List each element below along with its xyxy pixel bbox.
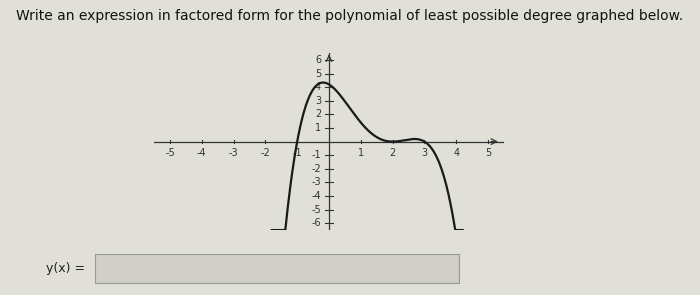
Text: -5: -5: [312, 205, 321, 215]
Text: Write an expression in factored form for the polynomial of least possible degree: Write an expression in factored form for…: [16, 9, 684, 23]
Text: 2: 2: [315, 109, 321, 119]
Text: -3: -3: [229, 148, 239, 158]
Text: 6: 6: [315, 55, 321, 65]
Text: 2: 2: [389, 148, 396, 158]
Text: 3: 3: [315, 96, 321, 106]
Text: 4: 4: [315, 82, 321, 92]
Text: -4: -4: [312, 191, 321, 201]
Text: -2: -2: [312, 164, 321, 174]
Text: 5: 5: [315, 68, 321, 78]
Text: 1: 1: [358, 148, 364, 158]
Text: -2: -2: [260, 148, 270, 158]
Text: -5: -5: [165, 148, 175, 158]
Text: 5: 5: [485, 148, 491, 158]
Text: -6: -6: [312, 218, 321, 228]
Text: y(x) =: y(x) =: [46, 262, 85, 275]
Text: -3: -3: [312, 178, 321, 187]
Text: -4: -4: [197, 148, 206, 158]
Text: 4: 4: [453, 148, 459, 158]
Text: -1: -1: [312, 150, 321, 160]
Text: 3: 3: [421, 148, 428, 158]
Text: 1: 1: [315, 123, 321, 133]
Text: -1: -1: [293, 148, 302, 158]
